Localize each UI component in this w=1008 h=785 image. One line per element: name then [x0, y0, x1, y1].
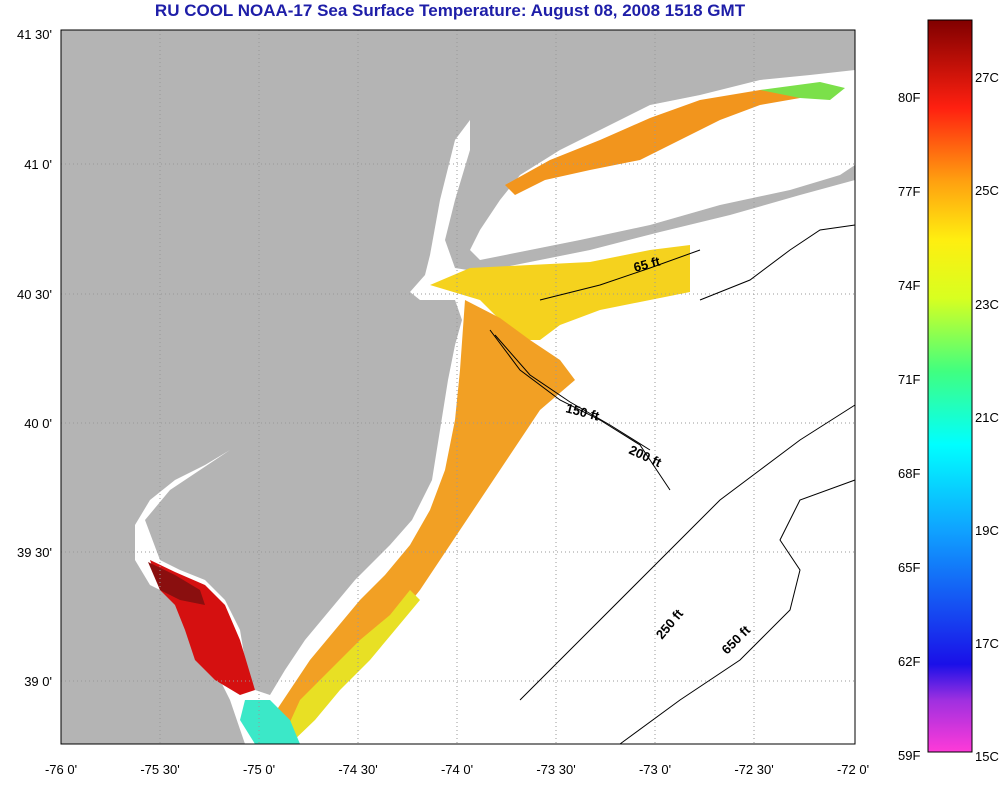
colorbar-f-label: 65F — [898, 560, 921, 575]
lat-label: 39 30' — [16, 545, 52, 560]
lat-label: 41 0' — [24, 157, 52, 172]
land-mainland — [61, 30, 470, 744]
lon-label: -75 0' — [242, 762, 276, 777]
colorbar-c-label: 19C — [975, 523, 999, 538]
lon-label: -73 0' — [638, 762, 672, 777]
lon-label: -72 30' — [734, 762, 774, 777]
lat-label: 39 0' — [24, 674, 52, 689]
lon-label: -73 30' — [536, 762, 576, 777]
colorbar-f-label: 68F — [898, 466, 921, 481]
lat-label: 40 30' — [16, 287, 52, 302]
colorbar-c-label: 17C — [975, 636, 999, 651]
colorbar — [927, 19, 973, 753]
isobath-label-65: 65 ft — [632, 253, 662, 275]
colorbar-f-label: 62F — [898, 654, 921, 669]
graticule — [61, 30, 855, 744]
land-north — [445, 30, 855, 272]
colorbar-c-label: 21C — [975, 410, 999, 425]
delaware-bay-dark — [148, 562, 205, 605]
lon-label: -76 0' — [44, 762, 78, 777]
lat-label: 41 30' — [16, 27, 52, 42]
nj-coast-yellow — [280, 590, 420, 744]
colorbar-c-label: 15C — [975, 749, 999, 764]
colorbar-c-label: 27C — [975, 70, 999, 85]
plot-frame — [60, 29, 856, 745]
colorbar-f-label: 80F — [898, 90, 921, 105]
cape-may-cyan — [240, 700, 300, 744]
colorbar-f-label: 77F — [898, 184, 921, 199]
li-sound-green — [760, 82, 845, 100]
colorbar-c-label: 25C — [975, 183, 999, 198]
colorbar-f-label: 71F — [898, 372, 921, 387]
lon-label: -75 30' — [140, 762, 180, 777]
colorbar-f-label: 74F — [898, 278, 921, 293]
chart-title: RU COOL NOAA-17 Sea Surface Temperature:… — [154, 1, 746, 20]
nj-coast-sst — [262, 300, 575, 744]
lon-label: -74 30' — [338, 762, 378, 777]
colorbar-f-label: 59F — [898, 748, 921, 763]
li-sound-sst — [505, 88, 800, 195]
isobaths — [489, 224, 856, 745]
colorbar-c-label: 23C — [975, 297, 999, 312]
lat-label: 40 0' — [24, 416, 52, 431]
ny-bight-sst — [430, 245, 690, 340]
lon-label: -72 0' — [836, 762, 870, 777]
lon-label: -74 0' — [440, 762, 474, 777]
